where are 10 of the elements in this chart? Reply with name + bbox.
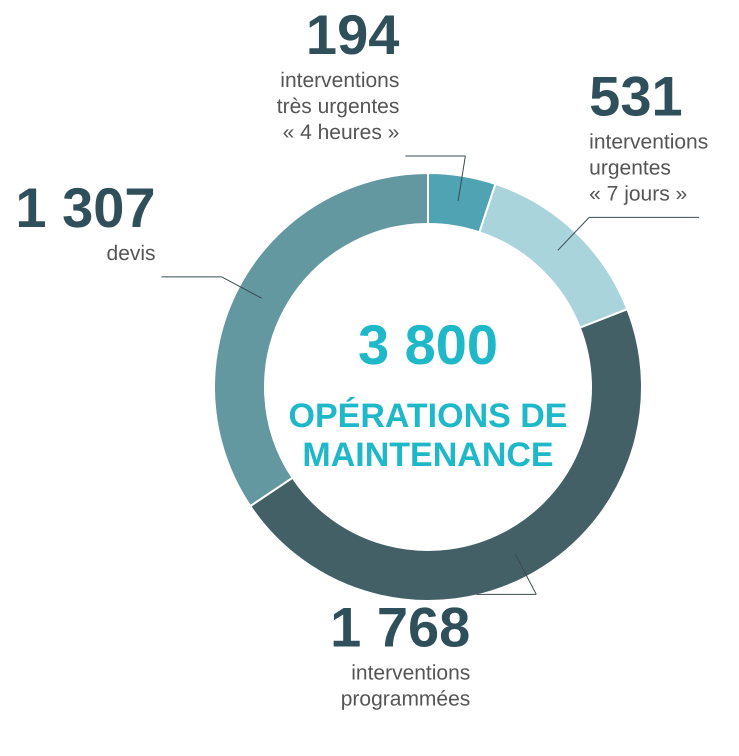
data-label: 194 xyxy=(306,3,400,66)
data-label: 1 768 xyxy=(330,595,470,658)
text: OPÉRATIONS DE MAINTENANCE xyxy=(288,396,568,474)
data-label: 1 307 xyxy=(15,176,156,239)
slice-label: interventions très urgentes « 4 heures » xyxy=(276,69,400,144)
slice-label: interventions urgentes « 7 jours » xyxy=(589,130,708,206)
slice-label: interventions programmées xyxy=(340,661,470,710)
text: 3 800 xyxy=(358,313,498,376)
slice-label: devis xyxy=(106,242,156,265)
data-label: 531 xyxy=(589,64,683,128)
